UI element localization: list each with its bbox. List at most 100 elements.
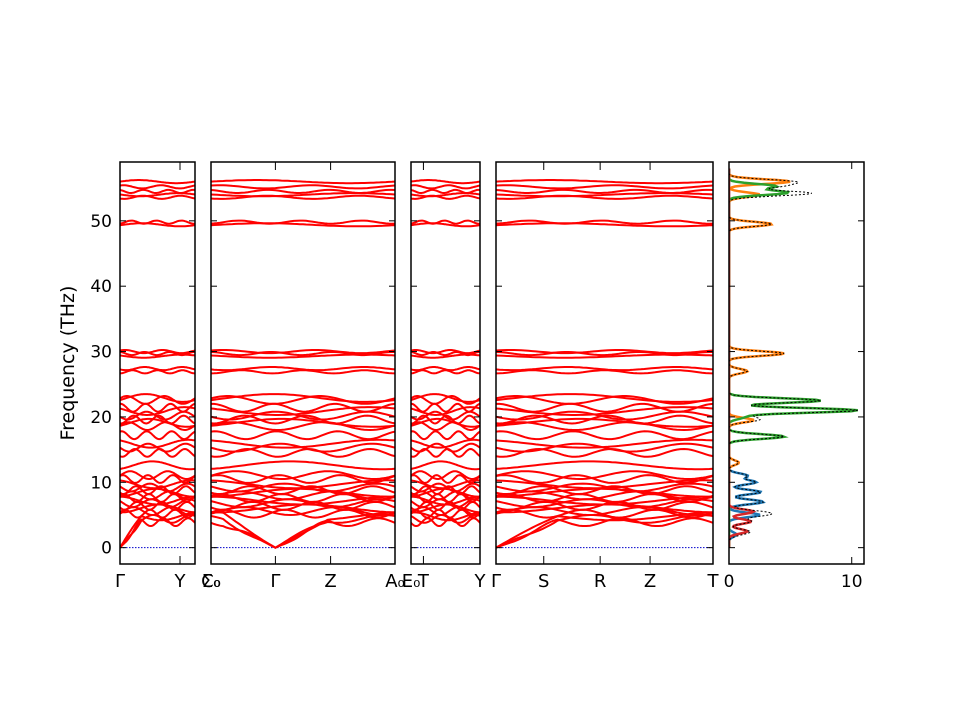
band-line — [411, 487, 480, 498]
band-line — [411, 349, 480, 355]
band-line — [211, 369, 395, 375]
dos-x-tick-label: 10 — [841, 572, 863, 592]
y-tick-label: 50 — [90, 212, 112, 232]
band-line — [496, 503, 713, 514]
band-line — [496, 179, 713, 185]
band-panel-1: Γ Y 0 10 20 30 40 50 — [90, 161, 196, 592]
band-line — [411, 500, 480, 511]
band-line — [411, 430, 480, 441]
band-line — [120, 421, 195, 432]
band-line — [496, 369, 713, 375]
band-line — [120, 219, 195, 225]
band-line — [211, 506, 395, 517]
band-line — [120, 503, 195, 514]
x-tick-label: T — [707, 571, 720, 592]
band-line — [211, 393, 395, 403]
band-line — [411, 503, 480, 514]
dos-x-tick-label: 0 — [724, 572, 735, 592]
band-line — [496, 414, 713, 425]
band-line — [496, 470, 713, 480]
band-line — [411, 222, 480, 228]
band-line — [211, 353, 395, 359]
band-line — [120, 349, 195, 355]
band-line — [211, 184, 395, 190]
x-tick-label: E₀ — [402, 571, 421, 592]
panel-frame — [119, 161, 196, 565]
band-line — [411, 460, 480, 471]
x-tick-label: S — [538, 571, 549, 592]
band-line — [496, 421, 713, 432]
band-line — [211, 460, 395, 471]
band-line — [496, 194, 713, 200]
band-line — [211, 194, 395, 200]
band-line — [411, 395, 480, 405]
y-axis-label: Frequency (THz) — [57, 286, 79, 441]
band-line — [120, 192, 195, 198]
band-line — [411, 442, 480, 453]
dos-total — [729, 168, 858, 548]
band-line — [120, 500, 195, 511]
band-panel-3: E₀T Y — [402, 161, 487, 592]
x-tick-label: A₀ — [385, 571, 405, 592]
band-line — [211, 179, 395, 185]
band-line — [411, 485, 480, 495]
band-line — [496, 485, 713, 495]
band-line — [411, 421, 480, 432]
band-line — [496, 222, 713, 228]
panel-frame — [410, 161, 481, 565]
band-line — [120, 442, 195, 453]
band-line — [211, 349, 395, 355]
band-lines — [120, 179, 195, 549]
band-line — [211, 406, 395, 416]
band-line — [120, 194, 195, 200]
band-line — [211, 414, 395, 425]
band-line — [496, 349, 713, 355]
band-line — [411, 406, 480, 416]
band-line — [496, 219, 713, 225]
band-line — [211, 517, 395, 549]
x-tick-label: Γ — [270, 571, 280, 592]
band-line — [120, 430, 195, 441]
band-line — [496, 511, 713, 549]
band-line — [120, 414, 195, 425]
x-tick-label: C₀ — [201, 571, 221, 592]
band-line — [496, 184, 713, 190]
band-line — [496, 192, 713, 198]
band-line — [211, 192, 395, 198]
band-line — [411, 393, 480, 403]
band-line — [496, 500, 713, 511]
band-line — [120, 184, 195, 190]
band-line — [496, 517, 713, 549]
band-line — [496, 353, 713, 359]
band-line — [211, 222, 395, 228]
band-line — [496, 393, 713, 403]
band-line — [211, 421, 395, 432]
y-tick-label: 10 — [90, 473, 112, 493]
band-line — [411, 470, 480, 480]
y-tick-label: 0 — [101, 539, 112, 559]
x-tick-label: T — [417, 571, 430, 592]
y-tick-label: 20 — [90, 408, 112, 428]
band-line — [120, 485, 195, 495]
x-tick-label: Γ — [491, 571, 501, 592]
band-line — [120, 511, 195, 549]
band-line — [211, 470, 395, 480]
x-tick-label: Σ₀ — [202, 571, 221, 592]
x-tick-label: Y — [474, 571, 487, 592]
band-line — [411, 414, 480, 425]
band-line — [211, 487, 395, 498]
band-line — [411, 447, 480, 458]
band-line — [120, 353, 195, 359]
band-line — [120, 406, 195, 416]
band-line — [496, 487, 713, 498]
band-line — [120, 460, 195, 471]
band-lines — [496, 179, 713, 549]
band-line — [211, 219, 395, 225]
band-line — [211, 447, 395, 458]
band-line — [411, 184, 480, 190]
x-tick-label: R — [594, 571, 607, 592]
